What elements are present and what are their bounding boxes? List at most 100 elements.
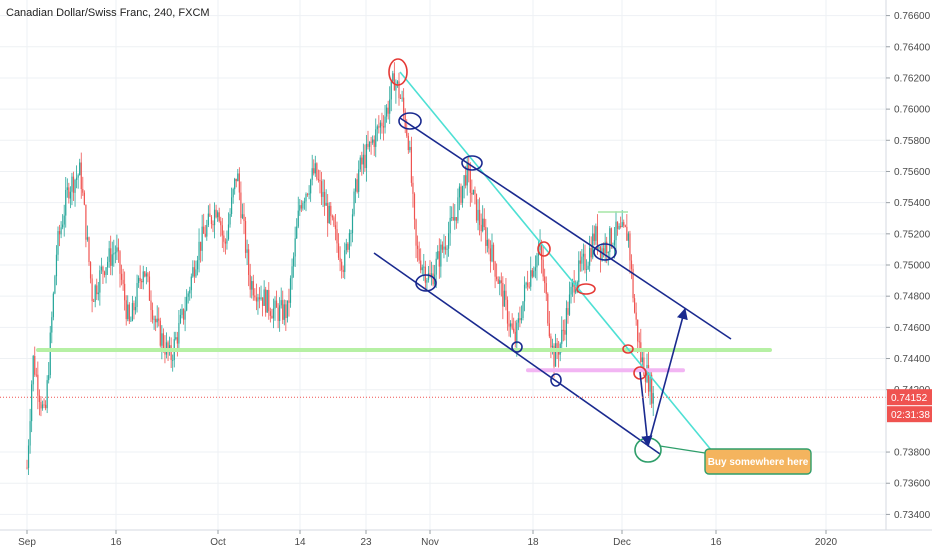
candle-body (145, 273, 147, 277)
candle-body (198, 241, 200, 261)
callout-text[interactable]: Buy somewhere here (708, 457, 809, 468)
candle-body (517, 318, 519, 323)
candle-body (176, 337, 178, 344)
candle-body (510, 323, 512, 327)
candle-body (279, 305, 281, 321)
candle-body (311, 168, 313, 180)
candle-body (618, 225, 620, 229)
candle-body (148, 276, 151, 301)
projected-path-arrow[interactable] (639, 371, 653, 448)
candle-body (108, 248, 110, 262)
candle-body (479, 209, 481, 225)
candle-body (585, 269, 588, 270)
channel-touch-marker[interactable] (415, 274, 437, 292)
candle-body (593, 233, 595, 241)
candle-body (189, 290, 191, 294)
channel-touch-marker[interactable] (461, 155, 483, 171)
candle-body (457, 197, 459, 221)
candle-body (40, 401, 42, 409)
candle-body (568, 294, 571, 315)
candle-body (362, 154, 364, 165)
channel-touch-marker[interactable] (593, 243, 617, 261)
candle-body (620, 225, 622, 228)
candle-body (607, 252, 609, 254)
candle-body (172, 360, 174, 361)
countdown-label: 02:31:38 (891, 410, 930, 421)
candle-body (181, 308, 183, 315)
candle-body (221, 225, 223, 236)
price-axis[interactable]: 0.76600 0.76400 0.76200 0.76000 0.75800 0.756… (885, 0, 931, 530)
price-tick-label: 0.76600 (894, 11, 931, 22)
candle-body (96, 285, 98, 295)
candle-body (413, 193, 416, 220)
candle-body (551, 345, 554, 348)
channel-touch-marker[interactable] (511, 341, 523, 353)
callout-box[interactable] (704, 448, 812, 475)
candle-body (638, 341, 640, 343)
candle-body (492, 244, 495, 262)
channel-touch-marker[interactable] (550, 373, 562, 387)
candle-body (265, 289, 267, 313)
drawing-layer[interactable]: Buy somewhere here (0, 58, 886, 475)
candle-body (193, 267, 195, 277)
trend-line[interactable] (399, 71, 713, 452)
candle-body (460, 186, 462, 203)
candle-body (88, 237, 90, 262)
candle-body (107, 261, 109, 268)
candle-body (578, 260, 580, 283)
channel-lower-line[interactable] (373, 252, 661, 455)
candle-body (613, 240, 616, 246)
price-tick-label: 0.74800 (894, 292, 931, 303)
candle-body (34, 356, 36, 375)
swing-high-marker[interactable] (537, 241, 551, 257)
candle-body (461, 185, 464, 203)
candle-body (122, 279, 124, 284)
candle-body (395, 83, 397, 91)
candle-body (485, 227, 487, 246)
chart-title: Canadian Dollar/Swiss Franc, 240, FXCM (6, 7, 210, 19)
swing-high-marker[interactable] (576, 283, 596, 295)
candle-body (186, 296, 188, 311)
candle-body (358, 169, 360, 192)
candle-body (41, 404, 44, 409)
candle-body (438, 251, 440, 267)
price-tick-label: 0.76000 (894, 105, 931, 116)
candle-body (182, 308, 185, 320)
candle-body (497, 279, 499, 284)
candle-body (418, 248, 420, 261)
candle-body (280, 300, 282, 306)
candle-body (111, 254, 113, 266)
candle-body (412, 182, 414, 194)
candle-body (410, 146, 412, 183)
channel-upper-line[interactable] (399, 117, 732, 340)
candle-body (77, 175, 79, 178)
channel-touch-marker[interactable] (398, 112, 422, 130)
candle-body (596, 226, 598, 249)
swing-high-marker[interactable] (388, 58, 408, 86)
candle-body (93, 301, 95, 302)
candle-body (448, 233, 450, 249)
candle-body (51, 317, 53, 333)
swing-high-marker[interactable] (622, 344, 634, 354)
candle-body (207, 213, 209, 226)
candle-body (116, 247, 118, 253)
candle-body (486, 239, 488, 246)
candle-body (74, 179, 76, 193)
time-axis[interactable]: Sep 16 Oct 14 23 Nov 18 Dec 16 2020 (0, 529, 932, 548)
candle-body (561, 329, 563, 344)
candle-body (99, 270, 101, 293)
candle-body (200, 241, 202, 251)
candle-body (541, 242, 543, 260)
candle-body (218, 212, 220, 222)
candle-body (427, 273, 430, 281)
candle-body (336, 229, 338, 244)
candle-body (35, 374, 37, 376)
candle-body (649, 374, 651, 392)
price-tick-label: 0.73800 (894, 448, 931, 459)
candle-body (342, 269, 344, 272)
callout-connector[interactable] (659, 445, 706, 454)
projected-path-arrow[interactable] (647, 307, 688, 447)
candle-body (630, 260, 633, 269)
candle-body (255, 297, 257, 302)
